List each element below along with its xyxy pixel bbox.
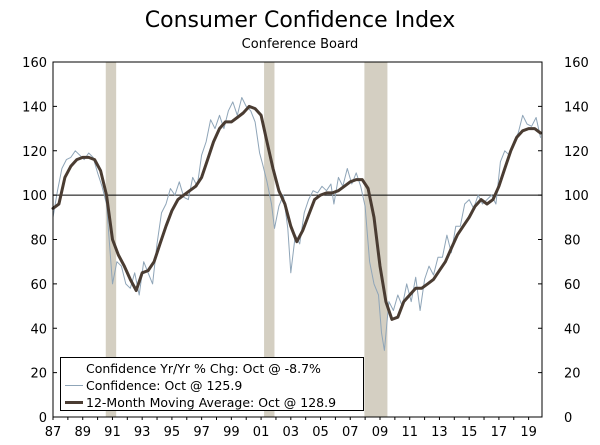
y-tick-label-right: 20 [564, 367, 581, 382]
legend-swatch-confidence [65, 385, 83, 386]
legend-entry-moving-average: 12-Month Moving Average: Oct @ 128.9 [65, 394, 359, 411]
x-tick-label: 99 [223, 425, 240, 440]
y-tick-label-left: 0 [39, 411, 47, 426]
y-tick-label-left: 60 [30, 278, 47, 293]
recession-band-1 [264, 62, 275, 417]
x-tick-label: 03 [283, 425, 300, 440]
y-tick-label-left: 140 [22, 100, 47, 115]
y-tick-label-right: 100 [564, 189, 589, 204]
legend-swatch-moving-average [65, 401, 83, 404]
y-tick-label-left: 100 [22, 189, 47, 204]
x-tick-label: 07 [342, 425, 359, 440]
series-lines [51, 97, 542, 351]
legend-label-yoy: Confidence Yr/Yr % Chg: Oct @ -8.7% [86, 361, 321, 376]
y-tick-label-left: 120 [22, 145, 47, 160]
x-tick-label: 01 [253, 425, 270, 440]
series-line-confidence [52, 97, 541, 351]
x-tick-label: 11 [401, 425, 418, 440]
y-tick-label-right: 160 [564, 56, 589, 71]
y-tick-label-right: 0 [564, 411, 572, 426]
x-tick-label: 87 [45, 425, 62, 440]
legend-label-moving-average: 12-Month Moving Average: Oct @ 128.9 [86, 395, 337, 410]
y-tick-label-left: 20 [30, 367, 47, 382]
x-tick-label: 93 [134, 425, 151, 440]
x-tick-label: 15 [461, 425, 478, 440]
x-tick-label: 09 [372, 425, 389, 440]
chart-subtitle: Conference Board [241, 37, 359, 52]
x-tick-label: 97 [193, 425, 210, 440]
x-tick-label: 13 [431, 425, 448, 440]
y-tick-label-right: 80 [564, 234, 581, 249]
legend-entry-confidence: Confidence: Oct @ 125.9 [65, 377, 359, 394]
y-tick-label-left: 40 [30, 322, 47, 337]
x-tick-label: 19 [520, 425, 537, 440]
y-tick-label-left: 80 [30, 234, 47, 249]
legend-swatch-none [65, 368, 83, 370]
y-tick-label-right: 120 [564, 145, 589, 160]
x-tick-label: 91 [104, 425, 121, 440]
y-tick-label-right: 40 [564, 322, 581, 337]
legend-label-confidence: Confidence: Oct @ 125.9 [86, 378, 243, 393]
x-tick-label: 17 [491, 425, 508, 440]
series-line-moving-average [51, 104, 542, 321]
y-tick-label-left: 160 [22, 56, 47, 71]
legend-entry-yoy: Confidence Yr/Yr % Chg: Oct @ -8.7% [65, 360, 359, 377]
y-tick-label-right: 140 [564, 100, 589, 115]
x-tick-label: 95 [164, 425, 181, 440]
chart-title: Consumer Confidence Index [144, 8, 456, 33]
recession-band-0 [105, 62, 117, 417]
legend: Confidence Yr/Yr % Chg: Oct @ -8.7% Conf… [60, 357, 364, 411]
axes: 0 0 20 20 40 40 60 60 80 80 100 100 120 120 140 140 160 1… [22, 56, 589, 440]
y-tick-label-right: 60 [564, 278, 581, 293]
x-tick-label: 05 [312, 425, 329, 440]
x-tick-label: 89 [74, 425, 91, 440]
